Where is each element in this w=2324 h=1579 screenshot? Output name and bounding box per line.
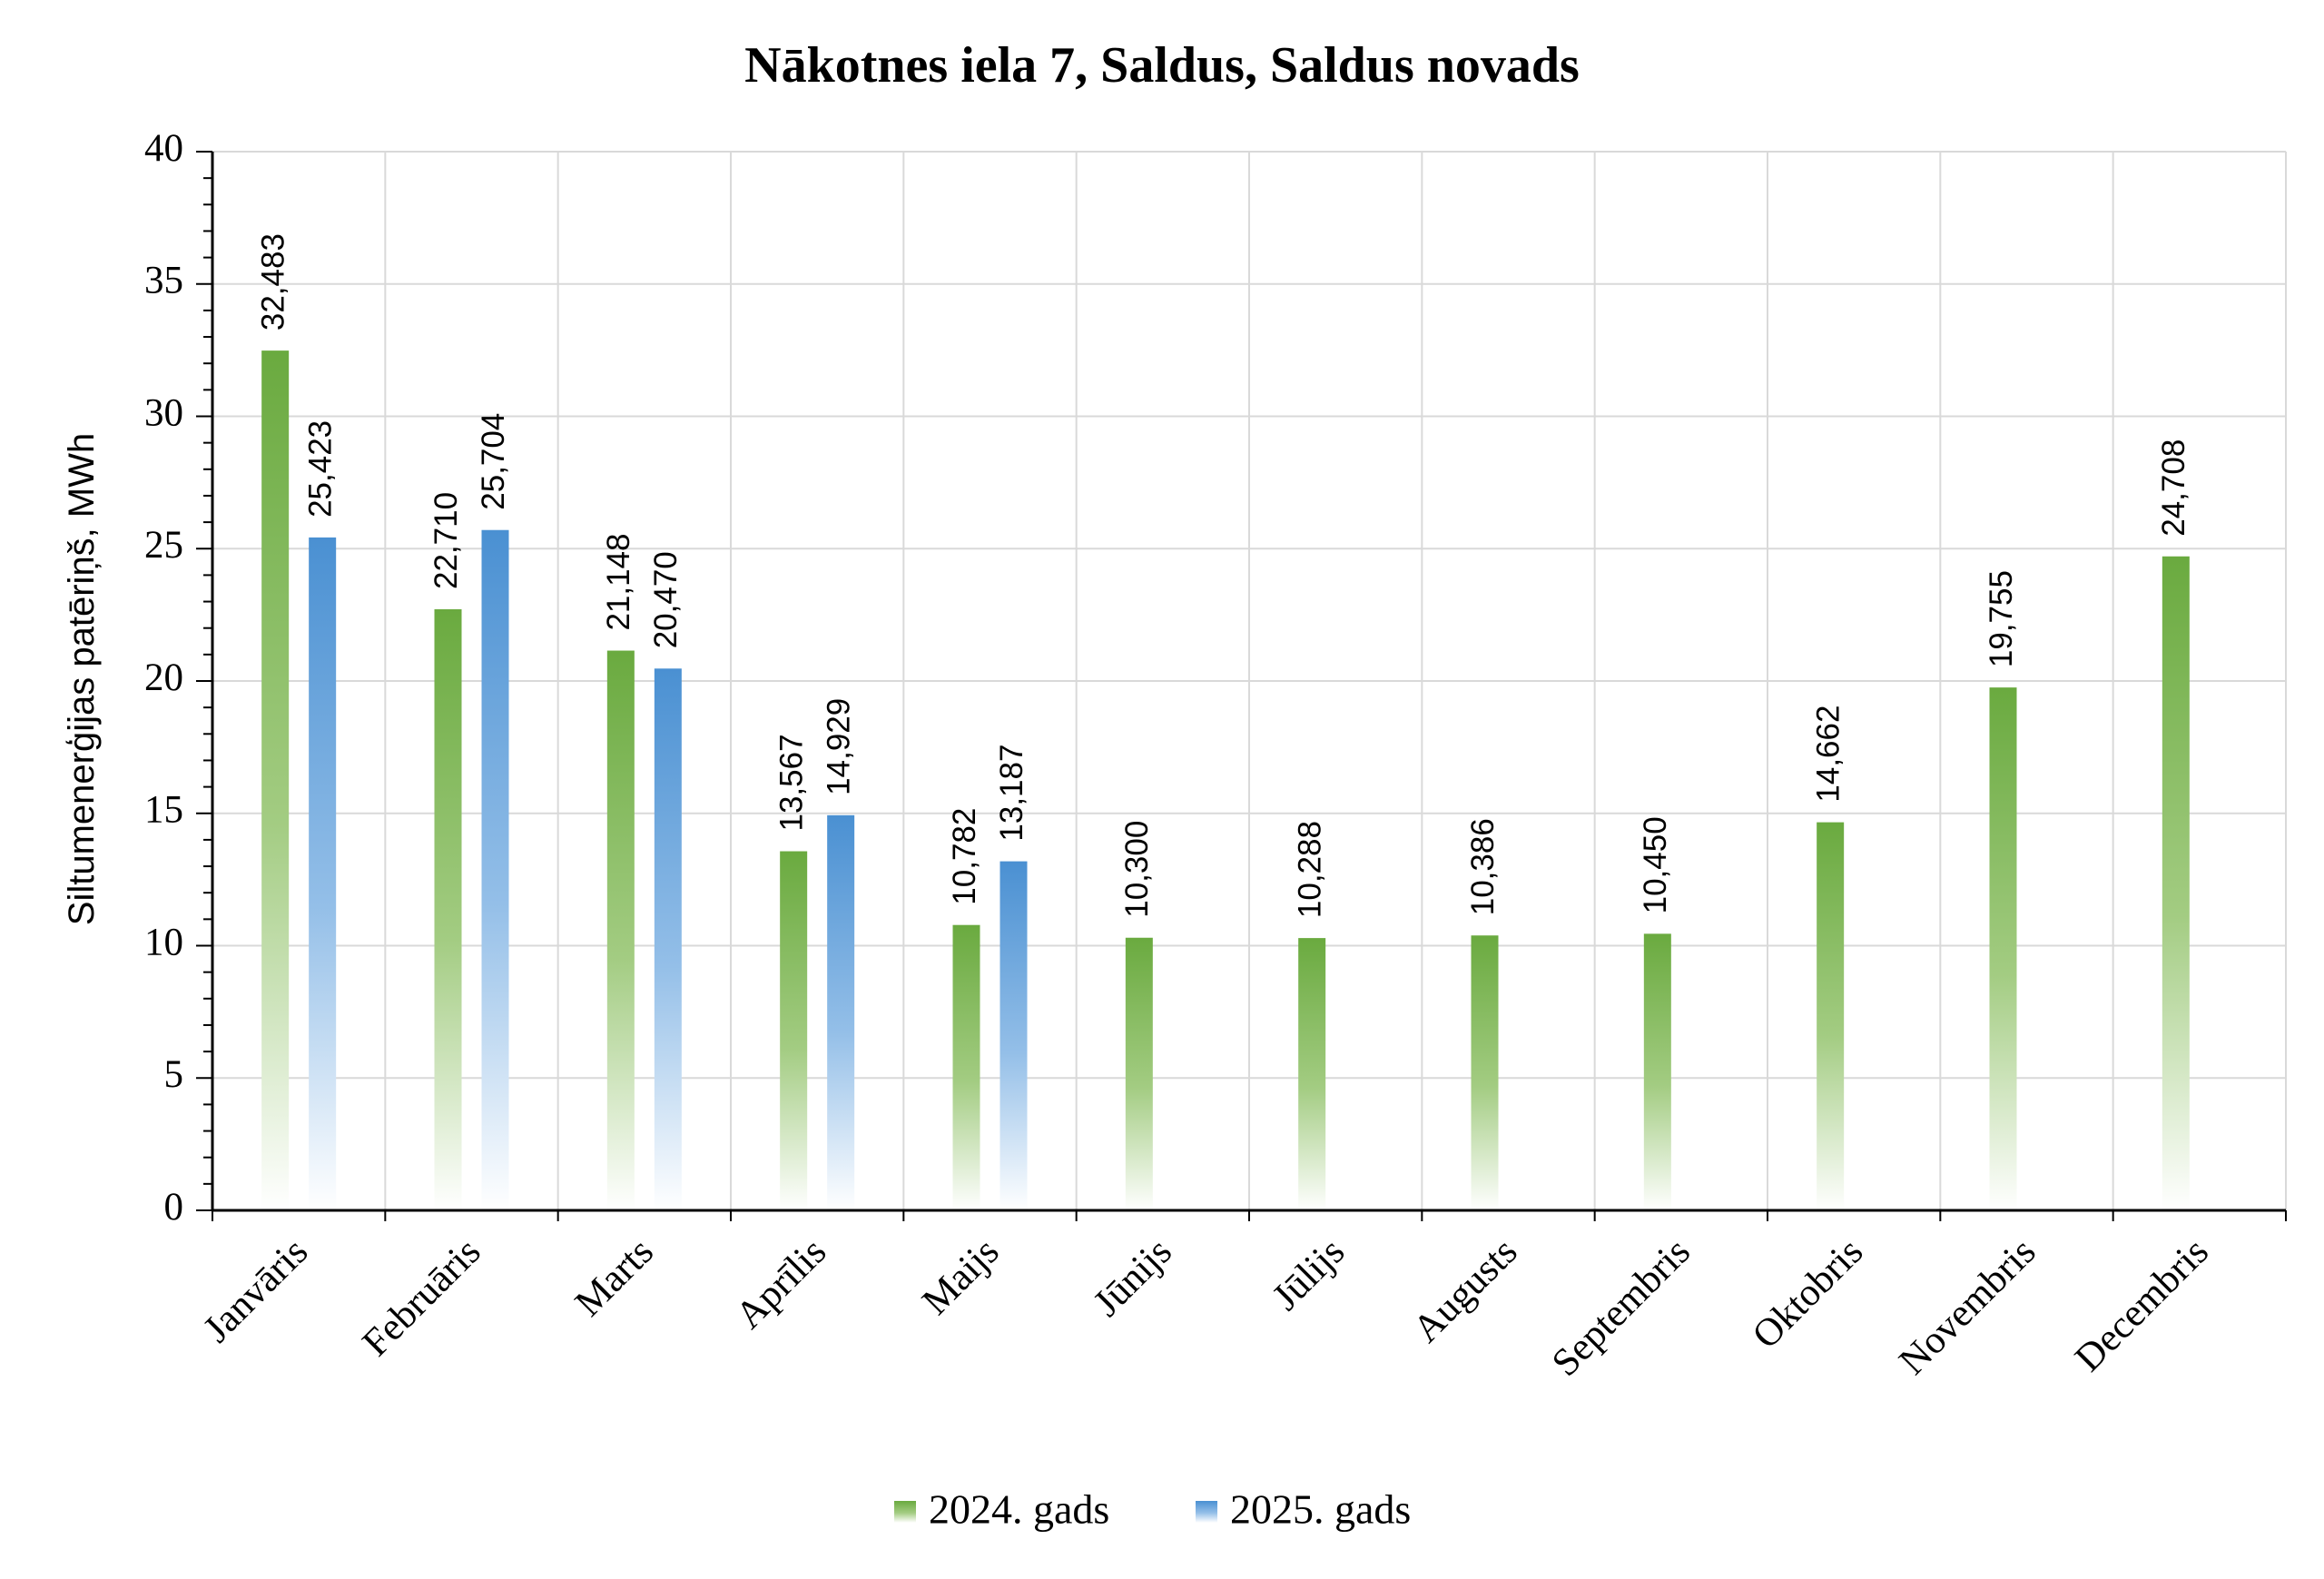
legend: 2024. gads 2025. gads	[894, 1486, 1411, 1533]
category-label: Februāris	[354, 1230, 488, 1365]
data-label: 20,470	[648, 551, 684, 648]
bar-2025-0	[309, 537, 337, 1210]
data-label: 14,662	[1810, 706, 1846, 803]
x-tick-labels: Janvāris Februāris Marts Aprīlis Maijs Jūnijs…	[195, 1230, 2217, 1385]
y-tick-label: 25	[144, 524, 183, 567]
chart-title: Nākotnes iela 7, Saldus, Saldus novads	[744, 37, 1580, 94]
bar-2024-0	[261, 350, 290, 1210]
category-label: Jūnijs	[1086, 1230, 1180, 1325]
gridlines	[212, 151, 2287, 1210]
category-label: Septembris	[1544, 1230, 1699, 1385]
bar-2024-8	[1643, 933, 1671, 1210]
y-tick-label: 0	[164, 1186, 184, 1229]
bar-2025-2	[654, 668, 682, 1210]
legend-label: 2024. gads	[929, 1486, 1109, 1533]
category-label: Marts	[567, 1230, 662, 1325]
data-label: 25,704	[476, 413, 511, 510]
bar-2025-3	[827, 814, 855, 1210]
y-tick-label: 15	[144, 789, 183, 832]
y-tick-label: 40	[144, 127, 183, 170]
data-label: 25,423	[302, 420, 338, 518]
y-tick-label: 35	[144, 260, 183, 302]
y-tick-label: 20	[144, 656, 183, 699]
y-tick-label: 30	[144, 391, 183, 434]
category-label: Maijs	[914, 1230, 1007, 1323]
bar-2024-7	[1471, 935, 1499, 1210]
axes	[196, 151, 2287, 1221]
category-label: Aprīlis	[728, 1230, 835, 1337]
category-label: Oktobris	[1745, 1230, 1872, 1357]
category-label: Jūlijs	[1265, 1230, 1353, 1318]
category-label: Novembris	[1891, 1230, 2043, 1383]
bar-2024-2	[606, 650, 635, 1210]
data-label: 10,782	[947, 808, 982, 905]
y-tick-label: 10	[144, 921, 183, 963]
data-label: 24,708	[2156, 439, 2191, 537]
data-label: 13,567	[773, 734, 809, 831]
bar-2024-5	[1125, 937, 1153, 1210]
bar-2024-11	[2162, 556, 2190, 1210]
legend-label: 2025. gads	[1230, 1486, 1411, 1533]
bar-2024-6	[1298, 938, 1326, 1210]
y-tick-label: 5	[164, 1053, 184, 1096]
bars	[261, 350, 2190, 1210]
bar-2024-3	[780, 851, 808, 1210]
bar-2024-1	[434, 609, 462, 1210]
bar-2024-4	[952, 924, 980, 1210]
data-label: 10,300	[1119, 821, 1155, 918]
data-label: 10,386	[1465, 818, 1501, 915]
legend-swatch-2025	[1196, 1501, 1217, 1523]
data-label: 14,929	[821, 698, 856, 795]
data-label: 22,710	[428, 492, 464, 589]
data-labels: 32,483 22,710 21,148 13,567 10,782 10,300 10,2…	[255, 233, 2191, 918]
bar-2024-9	[1817, 822, 1845, 1210]
y-axis-label: Siltumenerģijas patēriņš, MWh	[62, 433, 102, 925]
bar-2025-4	[1000, 861, 1028, 1210]
data-label: 10,450	[1638, 816, 1673, 913]
category-label: Janvāris	[195, 1230, 316, 1351]
data-label: 21,148	[601, 533, 636, 630]
data-label: 10,288	[1292, 821, 1327, 918]
y-tick-labels: 0 5 10 15 20 25 30 35 40	[144, 127, 183, 1229]
data-label: 32,483	[255, 233, 290, 331]
data-label: 19,755	[1984, 570, 2019, 667]
bar-2025-1	[481, 529, 509, 1210]
data-label: 13,187	[994, 745, 1029, 842]
category-label: Augusts	[1405, 1230, 1526, 1351]
bar-2024-10	[1989, 687, 2017, 1210]
legend-swatch-2024	[894, 1501, 916, 1523]
category-label: Decembris	[2067, 1230, 2217, 1380]
